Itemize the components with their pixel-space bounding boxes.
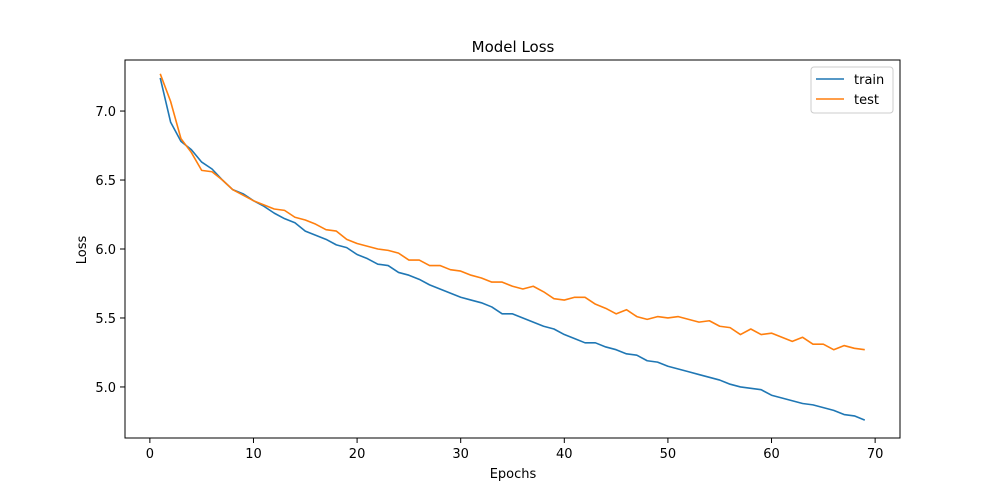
x-tick-label: 70 [867,447,884,462]
x-axis-label: Epochs [490,467,537,482]
series-layer [159,73,866,421]
axes-frame [124,59,901,439]
y-tick-label: 6.0 [95,243,116,258]
y-tick-label: 6.5 [95,174,116,189]
x-tick-label: 60 [763,447,780,462]
legend-label-test: test [854,93,879,108]
x-tick-label: 40 [556,447,573,462]
x-tick-label: 20 [349,447,366,462]
x-tick-label: 0 [146,447,154,462]
y-axis: 5.0 5.5 6.0 6.5 7.0 [95,105,125,396]
y-tick-label: 5.5 [95,312,116,327]
series-line-train [159,77,866,421]
legend-label-train: train [854,73,884,88]
x-axis: 0 10 20 30 40 50 60 70 [146,438,884,462]
legend: train test [810,66,894,114]
x-tick-label: 10 [245,447,262,462]
y-axis-label: Loss [75,236,90,265]
y-tick-label: 5.0 [95,381,116,396]
y-tick-label: 7.0 [95,105,116,120]
x-tick-label: 50 [660,447,677,462]
chart-title: Model Loss [472,38,555,56]
series-line-test [159,73,865,351]
x-tick-label: 30 [452,447,469,462]
